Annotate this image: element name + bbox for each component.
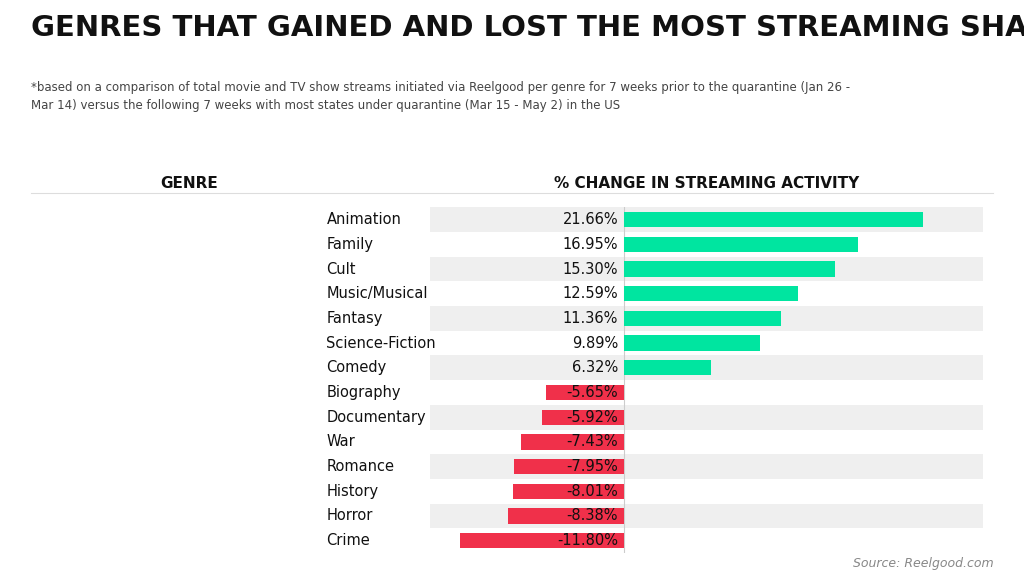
Text: Comedy: Comedy	[327, 361, 387, 376]
Text: Biography: Biography	[327, 385, 401, 400]
Text: 11.36%: 11.36%	[563, 311, 618, 326]
Bar	[430, 207, 983, 232]
Bar	[624, 286, 798, 301]
Text: *based on a comparison of total movie and TV show streams initiated via Reelgood: *based on a comparison of total movie an…	[31, 81, 850, 112]
Text: Family: Family	[327, 237, 374, 252]
Bar	[430, 405, 983, 430]
Bar	[514, 459, 624, 474]
Bar	[430, 380, 983, 405]
Text: -8.01%: -8.01%	[566, 484, 618, 499]
Text: Science-Fiction: Science-Fiction	[327, 336, 436, 351]
Bar	[546, 385, 624, 400]
Text: Music/Musical: Music/Musical	[327, 286, 428, 301]
Text: Horror: Horror	[327, 509, 373, 524]
Text: -5.92%: -5.92%	[566, 410, 618, 425]
Text: % CHANGE IN STREAMING ACTIVITY: % CHANGE IN STREAMING ACTIVITY	[554, 176, 859, 191]
Text: 15.30%: 15.30%	[562, 262, 618, 276]
Bar	[430, 306, 983, 331]
Text: -5.65%: -5.65%	[566, 385, 618, 400]
Bar	[624, 237, 858, 252]
Bar	[513, 484, 624, 499]
Text: War: War	[327, 434, 355, 449]
Bar	[430, 232, 983, 257]
Text: 12.59%: 12.59%	[562, 286, 618, 301]
Bar	[430, 454, 983, 479]
Bar	[430, 282, 983, 306]
Bar	[430, 430, 983, 454]
Bar	[624, 212, 923, 228]
Text: 9.89%: 9.89%	[571, 336, 618, 351]
Text: -8.38%: -8.38%	[566, 509, 618, 524]
Bar	[624, 262, 836, 276]
Bar	[624, 360, 711, 376]
Bar	[461, 533, 624, 548]
Bar	[521, 434, 624, 449]
Bar	[430, 479, 983, 503]
Bar	[430, 503, 983, 528]
Text: Cult: Cult	[327, 262, 356, 276]
Text: 21.66%: 21.66%	[562, 212, 618, 227]
Bar	[430, 257, 983, 282]
Bar	[542, 410, 624, 425]
Bar	[430, 331, 983, 355]
Bar	[624, 311, 780, 326]
Text: Animation: Animation	[327, 212, 401, 227]
Text: GENRES THAT GAINED AND LOST THE MOST STREAMING SHARE: GENRES THAT GAINED AND LOST THE MOST STR…	[31, 14, 1024, 43]
Text: Romance: Romance	[327, 459, 394, 474]
Text: Source: Reelgood.com: Source: Reelgood.com	[853, 557, 993, 570]
Text: History: History	[327, 484, 379, 499]
Text: -7.43%: -7.43%	[566, 434, 618, 449]
Text: GENRE: GENRE	[161, 176, 218, 191]
Text: -7.95%: -7.95%	[566, 459, 618, 474]
Bar	[430, 355, 983, 380]
Text: 16.95%: 16.95%	[562, 237, 618, 252]
Bar	[624, 335, 761, 351]
Text: Crime: Crime	[327, 533, 370, 548]
Text: Fantasy: Fantasy	[327, 311, 383, 326]
Text: 6.32%: 6.32%	[571, 361, 618, 376]
Bar	[508, 508, 624, 524]
Bar	[430, 528, 983, 553]
Text: Documentary: Documentary	[327, 410, 426, 425]
Text: -11.80%: -11.80%	[557, 533, 618, 548]
